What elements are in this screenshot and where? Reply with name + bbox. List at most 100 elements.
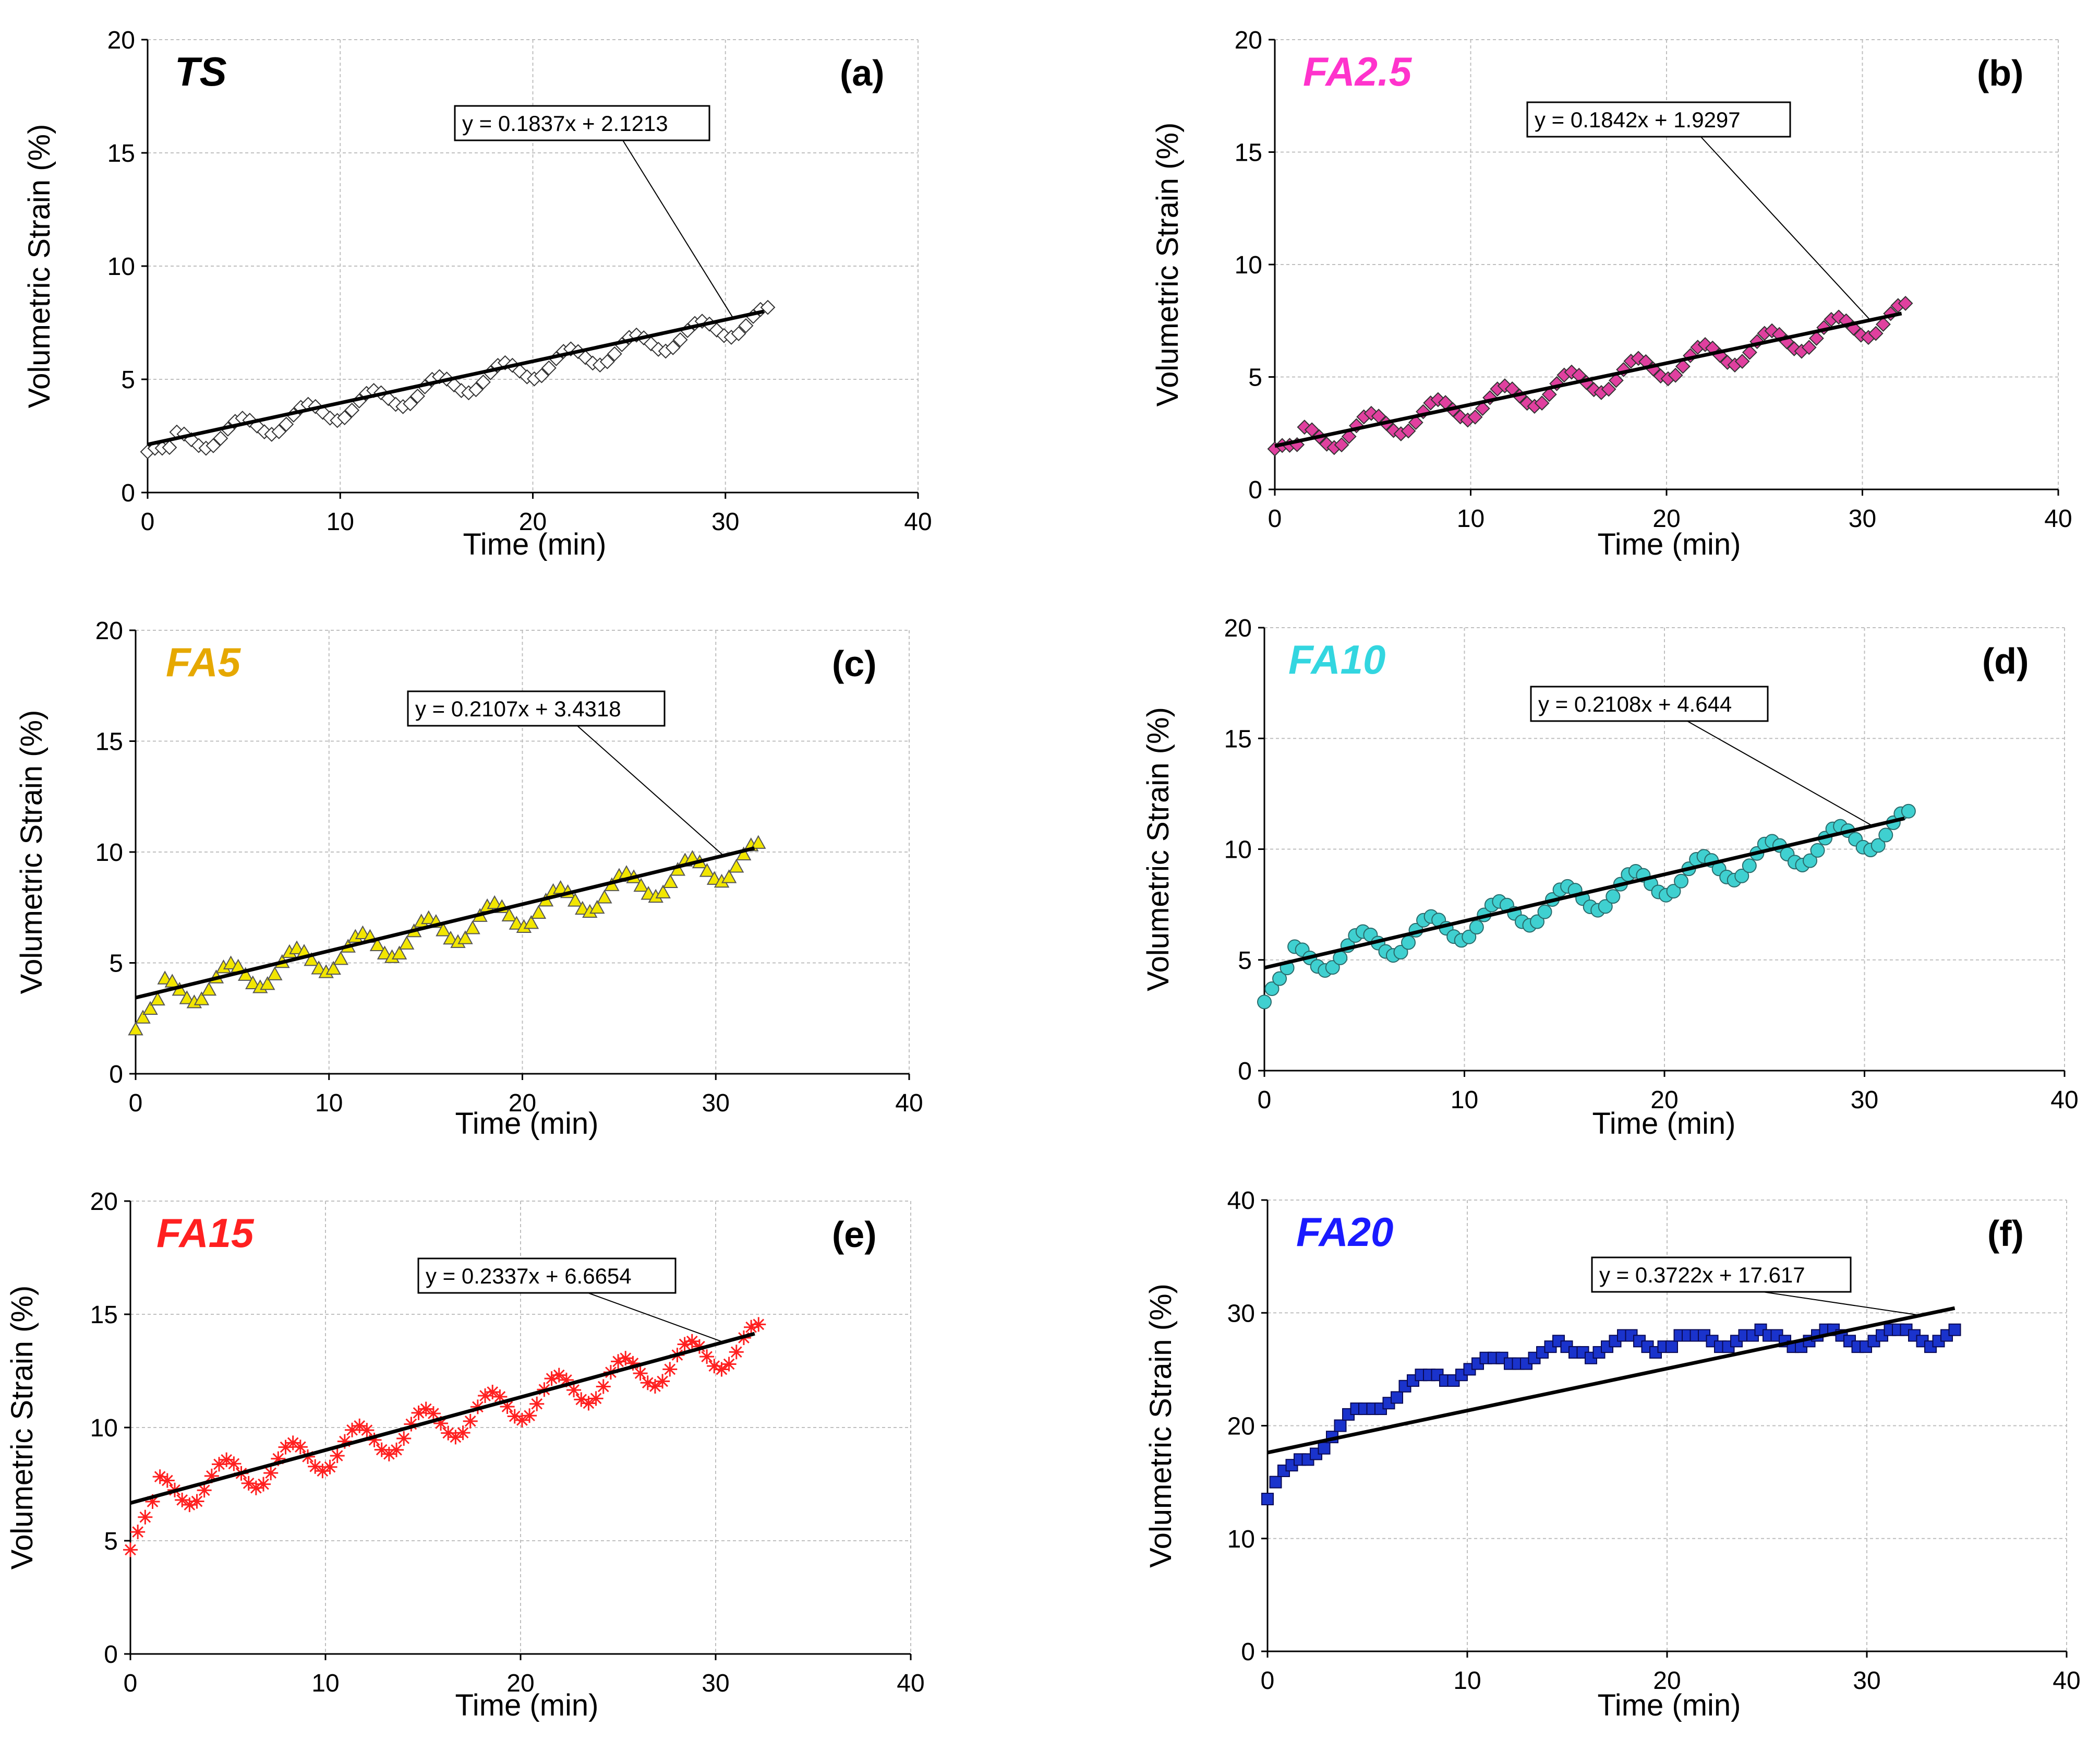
- trendline: [135, 846, 755, 1000]
- data-point-18: [256, 1477, 271, 1492]
- y-tick-label: 20: [1224, 615, 1252, 642]
- data-point-36: [403, 396, 418, 412]
- data-point-46: [1606, 889, 1621, 904]
- x-tick-label: 40: [2044, 505, 2072, 533]
- data-point-54: [522, 1408, 537, 1423]
- data-point-73: [662, 874, 678, 889]
- data-point-37: [410, 388, 425, 404]
- data-point-85: [1898, 296, 1913, 311]
- y-tick-label: 10: [95, 839, 123, 867]
- data-point-66: [611, 1354, 626, 1369]
- x-tick-label: 30: [1851, 1086, 1878, 1114]
- y-axis-title: Volumetric Strain (%): [1151, 123, 1185, 407]
- data-point-81: [721, 869, 737, 883]
- data-point-11: [204, 1468, 219, 1483]
- data-point-1: [1269, 1476, 1282, 1489]
- data-point-34: [377, 945, 393, 960]
- data-point-75: [677, 1337, 692, 1352]
- data-point-73: [1810, 843, 1825, 858]
- data-point-51: [501, 907, 517, 922]
- data-point-27: [1462, 929, 1477, 944]
- data-point-72: [665, 340, 681, 355]
- y-axis-title: Volumetric Strain (%): [1141, 707, 1175, 991]
- data-point-85: [751, 1317, 766, 1332]
- y-tick-label: 15: [107, 140, 135, 167]
- data-point-55: [529, 1396, 545, 1411]
- data-point-28: [333, 951, 348, 965]
- data-point-16: [257, 424, 272, 440]
- y-tick-label: 10: [107, 253, 135, 281]
- data-point-50: [1665, 1340, 1679, 1353]
- panel-letter: (e): [832, 1214, 877, 1255]
- data-point-72: [655, 884, 671, 898]
- data-point-2: [1272, 971, 1287, 986]
- data-point-78: [699, 863, 715, 877]
- y-tick-label: 40: [1227, 1187, 1255, 1215]
- x-tick-label: 10: [1453, 1667, 1481, 1695]
- data-point-44: [448, 1430, 463, 1445]
- trendline-equation: y = 0.2107x + 3.4318: [415, 697, 621, 721]
- data-point-1: [135, 1010, 151, 1024]
- data-point-55: [530, 905, 547, 919]
- data-point-19: [267, 966, 283, 980]
- data-point-5: [160, 1473, 175, 1488]
- x-tick-label: 20: [1650, 1086, 1678, 1114]
- data-point-15: [237, 967, 254, 981]
- gridlines: [1268, 1200, 2067, 1651]
- x-tick-label: 20: [506, 1670, 534, 1697]
- data-point-12: [212, 1457, 227, 1472]
- data-point-64: [597, 890, 612, 904]
- panel-letter: (f): [1987, 1213, 2024, 1254]
- data-point-69: [633, 1366, 648, 1381]
- data-point-82: [1876, 317, 1891, 332]
- data-point-38: [404, 1417, 419, 1432]
- data-point-58: [551, 1368, 566, 1383]
- data-point-64: [607, 346, 622, 362]
- data-point-33: [369, 937, 385, 951]
- data-point-64: [1742, 858, 1757, 873]
- data-point-28: [344, 402, 360, 418]
- data-series: [128, 835, 766, 1036]
- x-tick-label: 20: [1652, 505, 1680, 533]
- data-point-37: [399, 936, 415, 950]
- x-tick-label: 10: [1457, 505, 1485, 533]
- data-point-19: [1408, 415, 1423, 430]
- data-point-33: [367, 1432, 382, 1447]
- y-tick-label: 15: [1235, 139, 1262, 167]
- data-point-27: [325, 961, 341, 975]
- x-axis-title: Time (min): [455, 1107, 599, 1141]
- data-point-9: [194, 991, 210, 1005]
- data-point-16: [245, 975, 261, 990]
- y-tick-label: 30: [1227, 1300, 1255, 1327]
- x-tick-label: 40: [895, 1089, 923, 1117]
- y-tick-label: 15: [95, 728, 123, 756]
- data-point-42: [433, 1416, 449, 1431]
- data-point-0: [1261, 1493, 1274, 1506]
- x-tick-label: 20: [1653, 1667, 1681, 1695]
- y-axis-title: Volumetric Strain (%): [5, 1286, 39, 1570]
- data-point-55: [541, 360, 557, 376]
- data-series: [140, 299, 776, 460]
- x-tick-label: 0: [1258, 1086, 1272, 1114]
- axes: [141, 39, 919, 499]
- data-point-84: [744, 1320, 759, 1335]
- data-point-13: [223, 955, 239, 969]
- axes: [1269, 39, 2059, 496]
- data-point-39: [411, 1405, 426, 1420]
- data-point-48: [478, 1388, 493, 1404]
- data-point-9: [1325, 960, 1340, 975]
- data-point-49: [485, 1385, 500, 1400]
- equation-leader-line: [622, 140, 734, 319]
- data-point-2: [142, 1001, 158, 1015]
- data-point-27: [1467, 409, 1483, 425]
- trendline: [1264, 817, 1905, 970]
- panel-title: FA20: [1296, 1209, 1393, 1255]
- x-tick-label: 0: [141, 508, 155, 536]
- x-tick-label: 40: [2053, 1667, 2080, 1695]
- data-point-45: [1601, 381, 1616, 397]
- y-tick-label: 15: [90, 1301, 118, 1329]
- y-tick-label: 20: [1235, 27, 1262, 54]
- data-point-19: [279, 416, 294, 432]
